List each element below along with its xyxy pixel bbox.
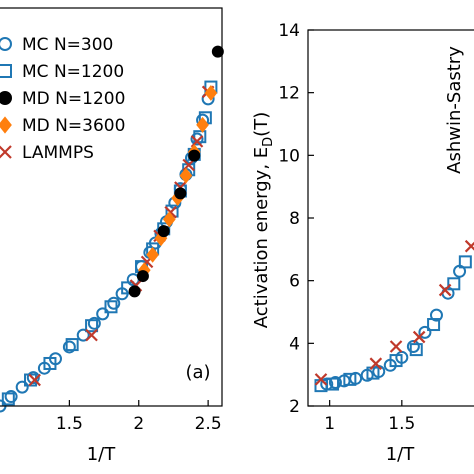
panel-a-x-tick-label: 2.5	[195, 414, 222, 434]
point-md-n-3600-8	[204, 85, 218, 101]
panel-a-x-tick-label: 2	[133, 414, 144, 434]
point-md-n-1200-3	[174, 187, 187, 200]
panel-b-y-axis-title-subscript: D	[261, 137, 276, 147]
point-b-mc-n-300-9	[418, 325, 432, 339]
panel-b-x-tick-label: 1.5	[388, 414, 415, 434]
panel-b-data-marks	[314, 239, 474, 393]
point-b-lammps-4	[438, 283, 452, 297]
legend-entry-mc-n-1200: MC N=1200	[0, 62, 124, 82]
panel-a-x-axis-title: 1/T	[87, 444, 117, 465]
point-b-lammps-5	[464, 239, 474, 253]
point-md-n-1200-5	[211, 45, 224, 58]
panel-b-y-axis-title-tail: (T)	[251, 112, 272, 137]
legend-entry-md-n-1200: MD N=1200	[0, 89, 125, 109]
panel-b-y-tick-label: 2	[289, 397, 300, 417]
point-mc-n-1200-3	[65, 338, 79, 352]
legend-marker-md-n-3600	[0, 116, 12, 134]
panel-a-plot-frame	[0, 7, 223, 407]
point-b-lammps-3	[412, 330, 426, 344]
point-mc-n-300-9	[96, 307, 110, 321]
point-md-n-3600-1	[146, 246, 159, 263]
panel-b-y-tick-label: 4	[289, 334, 300, 354]
point-mc-n-300-8	[87, 316, 101, 330]
point-b-lammps-0	[314, 373, 328, 386]
point-b-mc-n-1200-7	[447, 277, 461, 291]
legend-marker-lammps	[0, 145, 12, 159]
point-md-n-1200-0	[128, 285, 141, 298]
legend-label-mc-n-1200: MC N=1200	[22, 62, 124, 82]
legend-entry-lammps: LAMMPS	[0, 143, 94, 163]
legend-entry-mc-n-300: MC N=300	[0, 35, 113, 55]
point-mc-n-300-22	[190, 132, 204, 146]
panel-b-x-ticks: 1 1.5	[324, 400, 415, 434]
chart-panel-a: 1.5 2 2.5 1/T (a) MC N=300 MC N=1200 MD N=12…	[0, 7, 224, 465]
point-lammps-1	[85, 328, 98, 342]
panel-b-y-axis-title-main: Activation energy, E	[251, 147, 272, 328]
panel-b-y-tick-label: 6	[289, 272, 300, 292]
legend-label-md-n-1200: MD N=1200	[22, 89, 125, 109]
point-b-mc-n-1200-4	[389, 354, 403, 368]
point-mc-n-300-3	[26, 371, 40, 385]
point-mc-n-1200-5	[104, 300, 118, 314]
legend-label-lammps: LAMMPS	[22, 143, 94, 163]
point-lammps-8	[190, 135, 204, 148]
panel-b-x-tick-label: 1	[324, 414, 335, 434]
panel-b-y-tick-label: 10	[278, 146, 300, 166]
panel-b-y-tick-label: 8	[289, 209, 300, 229]
panel-b-x-axis-title: 1/T	[386, 444, 416, 465]
point-md-n-1200-2	[157, 225, 170, 238]
series-b-mc-n-300	[320, 264, 467, 391]
point-lammps-0	[28, 373, 41, 387]
panel-b-y-tick-label: 12	[278, 84, 300, 104]
point-mc-n-300-10	[107, 296, 121, 310]
legend-entry-md-n-3600: MD N=3600	[0, 116, 125, 136]
panel-a-legend: MC N=300 MC N=1200 MD N=1200 MD N=3600 LAMMP…	[0, 35, 125, 163]
point-b-mc-n-1200-2	[343, 372, 357, 386]
legend-marker-mc-n-300	[0, 37, 12, 51]
legend-label-mc-n-300: MC N=300	[22, 35, 113, 55]
series-b-mc-n-1200	[314, 255, 472, 393]
point-b-mc-n-1200-6	[427, 318, 441, 332]
point-mc-n-300-1	[4, 390, 18, 404]
legend-marker-mc-n-1200	[0, 64, 12, 78]
point-mc-n-1200-0	[1, 392, 15, 406]
legend-label-md-n-3600: MD N=3600	[22, 116, 125, 136]
point-md-n-3600-5	[179, 167, 193, 184]
point-b-mc-n-300-10	[429, 308, 443, 322]
panel-b-annotation: Ashwin-Sastry	[444, 46, 465, 174]
point-mc-n-300-7	[76, 328, 90, 342]
legend-marker-md-n-1200	[0, 91, 12, 105]
point-md-n-1200-4	[188, 149, 201, 162]
series-mc-n-300	[0, 92, 215, 413]
point-b-mc-n-1200-5	[409, 343, 423, 357]
point-b-mc-n-300-8	[406, 339, 420, 353]
point-mc-n-300-2	[15, 380, 29, 394]
point-md-n-3600-7	[196, 116, 209, 133]
panel-b-y-ticks: 2 4 6 8 10 12 14	[278, 21, 314, 417]
point-md-n-3600-3	[162, 211, 176, 228]
point-b-mc-n-1200-8	[458, 255, 472, 269]
panel-a-x-ticks: 1.5 2 2.5	[56, 400, 222, 434]
series-md-n-1200	[128, 45, 224, 298]
point-lammps-7	[182, 158, 195, 172]
panel-b-y-axis-title: Activation energy, ED(T)	[251, 112, 276, 328]
point-md-n-1200-1	[136, 270, 149, 283]
panel-b-y-tick-label: 14	[278, 21, 300, 41]
panel-a-data-marks	[0, 45, 224, 413]
point-mc-n-1200-2	[43, 356, 57, 370]
point-mc-n-1200-4	[85, 319, 99, 333]
series-b-lammps	[314, 239, 474, 386]
point-b-lammps-1	[369, 357, 383, 370]
point-mc-n-300-6	[62, 340, 76, 354]
point-b-lammps-2	[389, 340, 403, 353]
panel-a-label: (a)	[185, 362, 210, 383]
point-b-mc-n-300-1	[328, 376, 342, 389]
point-mc-n-1200-14	[193, 130, 207, 144]
panel-a-x-tick-label: 1.5	[56, 414, 83, 434]
